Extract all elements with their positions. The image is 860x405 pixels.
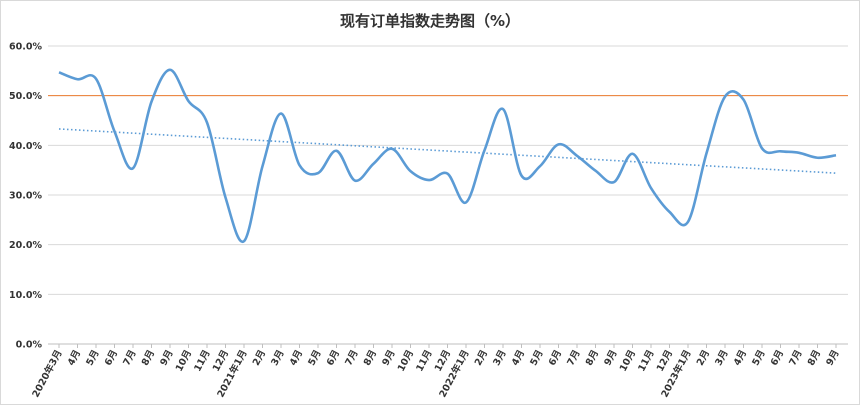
x-tick-label: 2月 <box>695 348 712 367</box>
x-tick-label: 2月 <box>473 348 490 367</box>
series-line <box>58 68 837 243</box>
x-tick-label: 4月 <box>288 348 305 367</box>
x-tick-label: 10月 <box>618 348 638 373</box>
x-tick-label: 11月 <box>192 348 212 373</box>
x-tick-label: 5月 <box>306 348 323 367</box>
x-tick-label: 4月 <box>66 348 83 367</box>
x-tick-label: 3月 <box>713 348 730 367</box>
y-tick-label: 10.0% <box>9 290 42 301</box>
x-tick-label: 2020年3月 <box>30 348 65 400</box>
x-tick-label: 5月 <box>84 348 101 367</box>
x-tick-label: 9月 <box>602 348 619 367</box>
x-tick-label: 7月 <box>565 348 582 367</box>
x-tick-label: 6月 <box>547 348 564 367</box>
trendline-group <box>58 128 837 174</box>
x-tick-label: 9月 <box>380 348 397 367</box>
x-tick-label: 3月 <box>269 348 286 367</box>
y-axis-ticks: 0.0% 10.0% 20.0% 30.0% 40.0% 50.0% 60.0% <box>9 42 42 351</box>
x-tick-label: 10月 <box>174 348 194 373</box>
x-tick-label: 3月 <box>491 348 508 367</box>
gridlines <box>48 45 848 345</box>
y-tick-label: 60.0% <box>9 42 42 53</box>
x-tick-label: 10月 <box>396 348 416 373</box>
x-tick-label: 7月 <box>121 348 138 367</box>
y-tick-label: 30.0% <box>9 191 42 202</box>
chart-title: 现有订单指数走势图（%） <box>339 12 521 30</box>
x-tick-label: 6月 <box>325 348 342 367</box>
x-tick-label: 4月 <box>732 348 749 367</box>
x-tick-label: 9月 <box>158 348 175 367</box>
x-tick-label: 8月 <box>584 348 601 367</box>
x-tick-label: 5月 <box>528 348 545 367</box>
y-tick-label: 0.0% <box>16 340 43 351</box>
x-tick-label: 11月 <box>636 348 656 373</box>
x-tick-label: 4月 <box>510 348 527 367</box>
x-tick-label: 8月 <box>806 348 823 367</box>
x-tick-label: 6月 <box>103 348 120 367</box>
x-tick-label: 7月 <box>787 348 804 367</box>
x-tick-label: 8月 <box>362 348 379 367</box>
series-group <box>58 68 837 243</box>
x-tick-label: 7月 <box>343 348 360 367</box>
x-tick-label: 9月 <box>824 348 841 367</box>
y-tick-label: 50.0% <box>9 91 42 102</box>
y-tick-label: 40.0% <box>9 141 42 152</box>
y-tick-label: 20.0% <box>9 240 42 251</box>
x-tick-label: 8月 <box>140 348 157 367</box>
trendline <box>58 128 837 174</box>
x-tick-label: 2月 <box>251 348 268 367</box>
x-tick-label: 6月 <box>769 348 786 367</box>
x-tick-label: 5月 <box>750 348 767 367</box>
x-tick-label: 11月 <box>414 348 434 373</box>
